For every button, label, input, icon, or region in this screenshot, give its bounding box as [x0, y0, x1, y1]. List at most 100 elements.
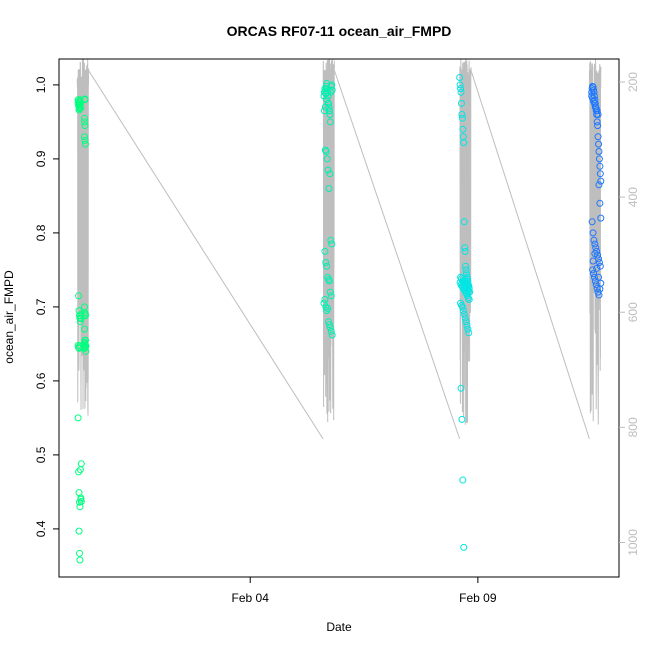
data-point	[590, 273, 598, 281]
chart-title: ORCAS RF07-11 ocean_air_FMPD	[227, 23, 452, 39]
data-point	[81, 340, 89, 348]
data-point	[82, 347, 90, 355]
data-point	[456, 74, 464, 81]
x-axis-label: Date	[326, 620, 352, 634]
data-point	[326, 118, 334, 126]
data-point	[457, 85, 465, 93]
data-point	[462, 318, 470, 326]
data-point	[328, 81, 336, 89]
data-point	[594, 111, 602, 118]
data-point	[321, 146, 329, 154]
data-point	[458, 114, 466, 122]
pressure-connector	[88, 70, 324, 440]
data-point	[590, 92, 598, 100]
data-point	[460, 218, 468, 226]
data-point	[595, 181, 603, 189]
data-point	[588, 218, 596, 226]
data-point	[596, 262, 604, 270]
data-point	[593, 118, 601, 126]
data-point	[325, 185, 333, 192]
data-point	[323, 155, 331, 163]
pressure-trace	[322, 59, 335, 423]
data-point	[464, 294, 472, 302]
data-point	[325, 276, 333, 284]
data-point	[81, 140, 89, 148]
data-point	[591, 250, 599, 258]
data-point	[74, 414, 82, 422]
data-point	[463, 321, 471, 329]
y2-tick-label: 600	[626, 302, 640, 322]
data-point	[596, 199, 604, 207]
y2-tick-label: 200	[626, 72, 640, 92]
y2-tick-label: 800	[626, 417, 640, 437]
pressure-connector	[333, 70, 461, 440]
data-point	[77, 310, 85, 318]
y2-tick-label: 400	[626, 187, 640, 207]
data-point	[81, 312, 89, 320]
data-point	[76, 100, 84, 108]
data-point	[325, 103, 333, 111]
data-point	[75, 307, 83, 315]
data-point	[76, 318, 84, 326]
data-point	[589, 229, 597, 237]
data-point	[324, 99, 332, 107]
y-tick-label: 0.7	[34, 298, 48, 315]
data-point	[325, 107, 333, 115]
data-point	[325, 321, 333, 329]
y-tick-label: 1.0	[34, 76, 48, 93]
data-point	[321, 296, 329, 303]
data-point	[597, 279, 605, 287]
pressure-trace	[459, 59, 472, 425]
data-point	[461, 244, 469, 252]
data-point	[80, 133, 88, 141]
plot-frame	[58, 58, 620, 578]
data-point	[592, 281, 600, 289]
data-point	[327, 292, 335, 300]
data-point	[465, 329, 473, 337]
data-point	[75, 549, 83, 557]
data-point	[462, 270, 470, 278]
data-point	[461, 247, 469, 255]
data-point	[462, 262, 470, 270]
data-point	[591, 103, 599, 111]
data-point	[323, 96, 331, 104]
data-point	[590, 236, 598, 244]
data-point	[458, 415, 466, 423]
x-tick-label: Feb 09	[459, 591, 497, 605]
data-point	[327, 236, 335, 244]
data-point	[459, 476, 467, 484]
data-point	[76, 556, 84, 564]
data-point	[458, 111, 466, 118]
data-point	[459, 125, 467, 133]
data-point	[589, 266, 597, 274]
data-point	[320, 107, 328, 115]
y-axis-label: ocean_air_FMPD	[2, 270, 16, 364]
data-point	[75, 468, 83, 476]
data-point	[328, 331, 336, 339]
y-tick-label: 0.6	[34, 372, 48, 389]
data-point	[465, 287, 473, 295]
data-point	[80, 118, 88, 126]
data-point	[322, 259, 330, 266]
data-point	[76, 96, 84, 104]
data-point	[75, 292, 83, 300]
data-point	[457, 384, 465, 392]
data-point	[591, 240, 599, 248]
data-point	[596, 162, 604, 170]
data-point	[80, 325, 88, 333]
data-point	[326, 170, 334, 178]
data-point	[462, 288, 470, 296]
data-point	[594, 122, 602, 130]
data-point	[81, 336, 89, 344]
y-tick-label: 0.4	[34, 520, 48, 537]
data-point	[326, 324, 334, 332]
data-point	[590, 270, 598, 278]
data-point	[77, 104, 85, 112]
y-tick-label: 0.8	[34, 224, 48, 241]
data-point	[77, 498, 85, 506]
data-point	[461, 314, 469, 322]
data-point	[456, 81, 464, 89]
data-point	[595, 148, 603, 155]
data-point	[594, 133, 602, 141]
